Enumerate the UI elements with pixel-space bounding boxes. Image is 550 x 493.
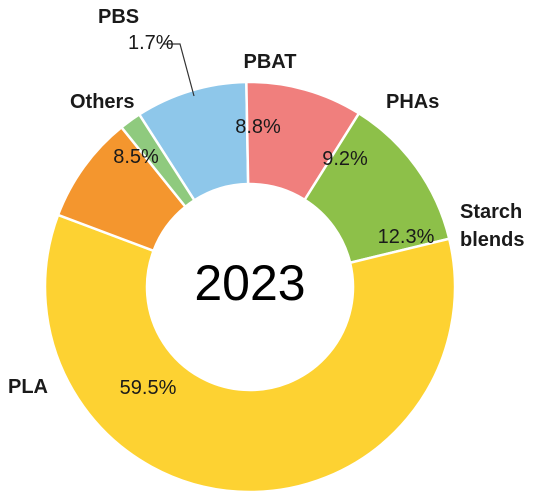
value-labels-group: 8.8% 9.2% 12.3% 59.5% 8.5% 1.7% xyxy=(113,32,434,399)
value-label-starch-blends: 12.3% xyxy=(378,226,435,248)
category-label-pbat: PBAT xyxy=(244,51,297,73)
value-label-pbat: 8.8% xyxy=(235,116,281,138)
leader-line-pbs xyxy=(163,43,195,97)
category-label-starch-blends: Starch blends xyxy=(460,201,524,251)
center-year-label: 2023 xyxy=(194,255,305,311)
category-label-pbs: PBS xyxy=(98,6,139,28)
category-label-others: Others xyxy=(70,91,134,113)
value-label-pla: 59.5% xyxy=(120,377,177,399)
category-label-phas: PHAs xyxy=(386,91,439,113)
slice-pla xyxy=(43,213,457,493)
value-label-pbs: 1.7% xyxy=(128,32,174,54)
category-label-pla: PLA xyxy=(8,376,48,398)
leader-lines-group xyxy=(163,43,195,97)
value-label-others: 8.5% xyxy=(113,146,159,168)
category-labels-group: PBAT PHAs Starch blends PLA Others PBS xyxy=(8,6,524,398)
slice-pbs xyxy=(119,112,197,209)
value-label-phas: 9.2% xyxy=(322,148,368,170)
slices-group xyxy=(43,80,457,493)
